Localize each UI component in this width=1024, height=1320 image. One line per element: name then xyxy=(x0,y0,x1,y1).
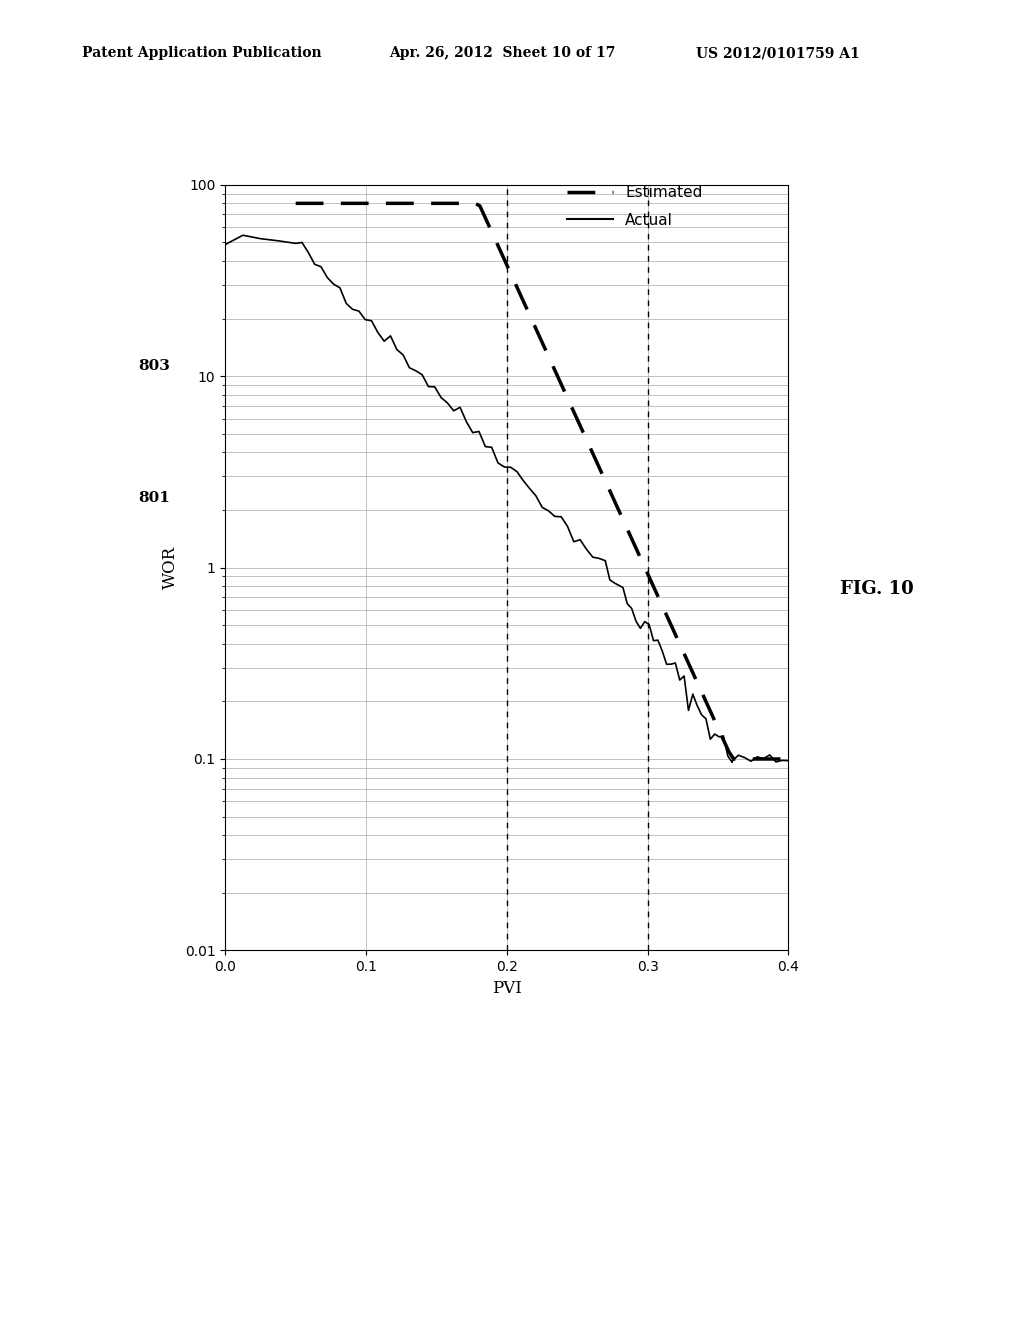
Text: US 2012/0101759 A1: US 2012/0101759 A1 xyxy=(696,46,860,61)
Text: Patent Application Publication: Patent Application Publication xyxy=(82,46,322,61)
Text: Apr. 26, 2012  Sheet 10 of 17: Apr. 26, 2012 Sheet 10 of 17 xyxy=(389,46,615,61)
Estimated xyxy=(544,351,556,367)
Estimated xyxy=(384,195,396,211)
X-axis label: PVI: PVI xyxy=(492,979,522,997)
Estimated xyxy=(782,751,795,767)
Actual xyxy=(372,325,384,341)
Estimated xyxy=(763,751,775,767)
Actual xyxy=(670,655,682,671)
Estimated xyxy=(290,195,302,211)
Actual xyxy=(651,632,664,648)
Actual xyxy=(782,752,795,768)
Text: 803: 803 xyxy=(138,359,170,372)
Actual xyxy=(665,656,677,672)
Estimated xyxy=(404,195,417,211)
Line: Actual: Actual xyxy=(225,235,788,763)
Estimated xyxy=(584,438,596,454)
Actual xyxy=(290,235,302,251)
Estimated xyxy=(728,751,740,767)
Text: 801: 801 xyxy=(138,491,170,504)
Actual xyxy=(219,236,231,252)
Y-axis label: WOR: WOR xyxy=(162,546,179,589)
Line: Estimated: Estimated xyxy=(296,203,788,759)
Actual xyxy=(237,227,249,243)
Actual xyxy=(726,755,738,771)
Estimated xyxy=(748,751,760,767)
Text: FIG. 10: FIG. 10 xyxy=(840,579,913,598)
Legend: Estimated, Actual: Estimated, Actual xyxy=(561,180,709,234)
Actual xyxy=(643,616,655,632)
